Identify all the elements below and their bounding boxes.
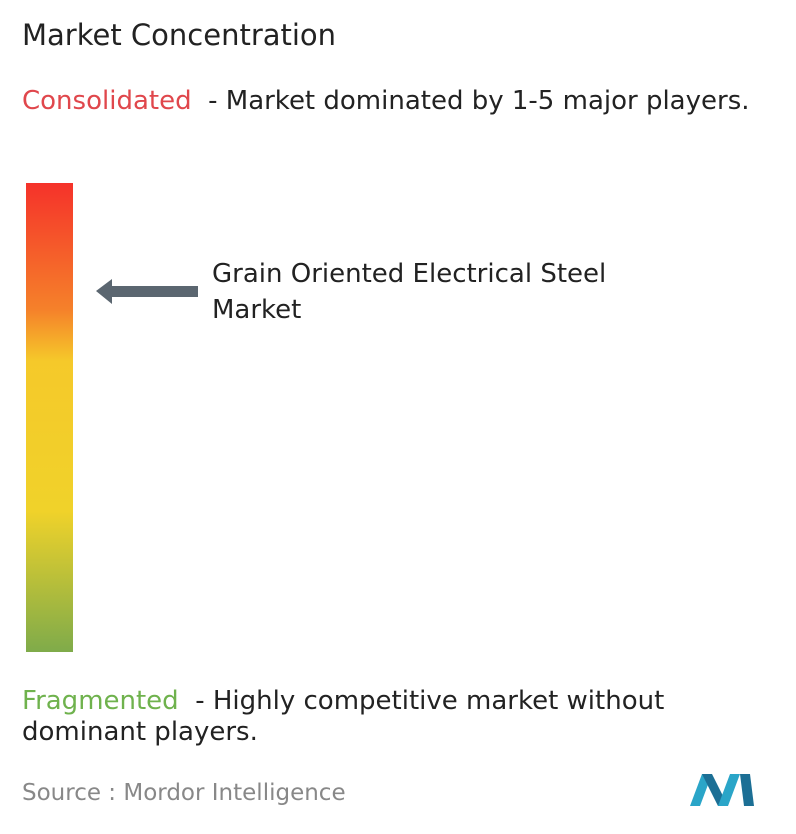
consolidated-text: Consolidated - Market dominated by 1-5 m…: [22, 86, 792, 117]
fragmented-text: Fragmented - Highly competitive market w…: [22, 686, 792, 748]
logo-part: [740, 774, 754, 806]
logo-part: [718, 774, 740, 806]
title: Market Concentration: [22, 18, 337, 52]
concentration-gradient: [26, 183, 73, 652]
logo: [690, 774, 754, 806]
consolidated-label: Consolidated: [22, 86, 192, 116]
consolidated-description: - Market dominated by 1-5 major players.: [208, 86, 750, 116]
fragmented-description: - Highly competitive market without domi…: [22, 686, 665, 747]
arrow-shape: [96, 279, 198, 304]
source: Source : Mordor Intelligence: [22, 780, 346, 806]
fragmented-label: Fragmented: [22, 686, 179, 716]
market-label: Grain Oriented Electrical Steel Market: [212, 259, 607, 325]
pointer-arrow: [96, 279, 198, 304]
